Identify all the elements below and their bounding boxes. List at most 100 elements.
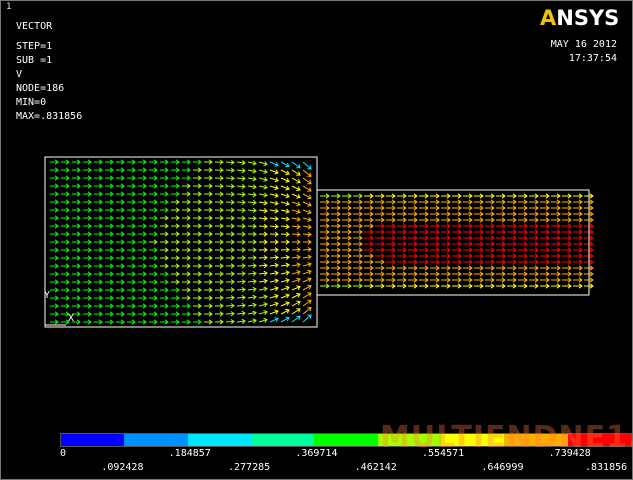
velocity-arrow xyxy=(83,231,92,237)
velocity-arrow xyxy=(149,215,158,221)
velocity-arrow xyxy=(105,247,114,253)
velocity-arrow xyxy=(149,239,158,245)
velocity-arrow xyxy=(116,271,125,277)
velocity-arrow xyxy=(72,215,81,221)
velocity-arrow xyxy=(105,231,114,237)
velocity-arrow xyxy=(342,253,352,259)
velocity-arrow xyxy=(182,295,191,301)
velocity-arrow xyxy=(364,247,374,253)
velocity-arrow xyxy=(342,283,352,289)
velocity-arrow xyxy=(342,247,352,253)
velocity-arrow xyxy=(215,223,224,229)
velocity-arrow xyxy=(562,247,572,253)
velocity-arrow xyxy=(269,192,279,198)
velocity-arrow xyxy=(302,307,312,315)
velocity-arrow xyxy=(291,300,301,307)
velocity-arrow xyxy=(258,317,268,323)
velocity-arrow xyxy=(258,270,268,276)
velocity-arrow xyxy=(485,205,495,211)
velocity-arrow xyxy=(452,223,462,229)
velocity-arrow xyxy=(116,159,125,165)
velocity-arrow xyxy=(105,215,114,221)
velocity-arrow xyxy=(160,191,169,197)
velocity-arrow xyxy=(193,279,202,285)
velocity-arrow xyxy=(331,253,341,259)
velocity-arrow xyxy=(204,223,213,229)
velocity-arrow xyxy=(551,229,561,235)
velocity-arrow xyxy=(105,223,114,229)
velocity-arrow xyxy=(485,265,495,271)
velocity-arrow xyxy=(507,193,517,199)
velocity-arrow xyxy=(331,265,341,271)
velocity-arrow xyxy=(247,286,257,292)
velocity-arrow xyxy=(540,223,550,229)
velocity-arrow xyxy=(149,231,158,237)
velocity-arrow xyxy=(138,287,147,293)
velocity-arrow xyxy=(127,215,136,221)
velocity-arrow xyxy=(258,262,268,269)
velocity-arrow xyxy=(291,193,301,199)
velocity-arrow xyxy=(214,263,224,269)
velocity-arrow xyxy=(518,277,528,283)
velocity-arrow xyxy=(281,239,290,245)
velocity-arrow xyxy=(386,271,396,277)
velocity-arrow xyxy=(269,208,279,214)
velocity-arrow xyxy=(247,310,257,316)
velocity-arrow xyxy=(204,279,213,285)
velocity-arrow xyxy=(302,177,312,185)
velocity-arrow xyxy=(258,184,268,190)
y-axis-label: Y xyxy=(44,290,51,301)
velocity-arrow xyxy=(182,231,191,237)
velocity-arrow xyxy=(291,169,301,176)
velocity-arrow xyxy=(236,279,246,285)
velocity-arrow xyxy=(320,277,330,283)
velocity-arrow xyxy=(562,223,572,229)
velocity-arrow xyxy=(72,239,81,245)
velocity-arrow xyxy=(50,287,59,293)
velocity-arrow xyxy=(105,191,114,197)
velocity-arrow xyxy=(342,211,352,217)
velocity-arrow xyxy=(50,159,59,165)
velocity-arrow xyxy=(182,223,191,229)
velocity-arrow xyxy=(237,239,246,245)
velocity-arrow xyxy=(463,247,473,253)
velocity-arrow xyxy=(551,265,561,271)
velocity-arrow xyxy=(375,271,385,277)
velocity-arrow xyxy=(160,319,169,325)
velocity-arrow xyxy=(342,223,352,229)
velocity-arrow xyxy=(419,283,429,289)
velocity-arrow xyxy=(50,295,59,301)
velocity-arrow xyxy=(193,183,202,189)
velocity-arrow xyxy=(225,207,235,213)
velocity-arrow xyxy=(291,315,301,323)
velocity-arrow xyxy=(463,223,473,229)
velocity-arrow xyxy=(320,217,330,223)
velocity-arrow xyxy=(280,301,290,307)
velocity-arrow xyxy=(269,286,279,292)
velocity-arrow xyxy=(474,247,484,253)
velocity-arrow xyxy=(204,271,213,277)
velocity-arrow xyxy=(529,283,539,289)
velocity-arrow xyxy=(171,159,180,165)
velocity-arrow xyxy=(302,292,312,299)
velocity-arrow xyxy=(364,223,374,229)
velocity-arrow xyxy=(302,231,312,238)
velocity-arrow xyxy=(138,295,147,301)
velocity-arrow xyxy=(562,277,572,283)
velocity-arrow xyxy=(280,270,290,276)
velocity-arrow xyxy=(303,239,312,245)
velocity-arrow xyxy=(193,159,202,165)
velocity-arrow xyxy=(353,247,363,253)
velocity-arrow xyxy=(83,319,92,325)
velocity-arrow xyxy=(247,184,257,190)
velocity-arrow xyxy=(105,183,114,189)
velocity-arrow xyxy=(269,169,279,175)
velocity-arrow xyxy=(331,271,341,277)
velocity-arrow xyxy=(204,255,213,261)
velocity-arrow xyxy=(441,259,451,265)
velocity-arrow xyxy=(83,255,92,261)
velocity-arrow xyxy=(160,215,169,221)
velocity-arrow xyxy=(61,191,70,197)
velocity-arrow xyxy=(496,211,506,217)
